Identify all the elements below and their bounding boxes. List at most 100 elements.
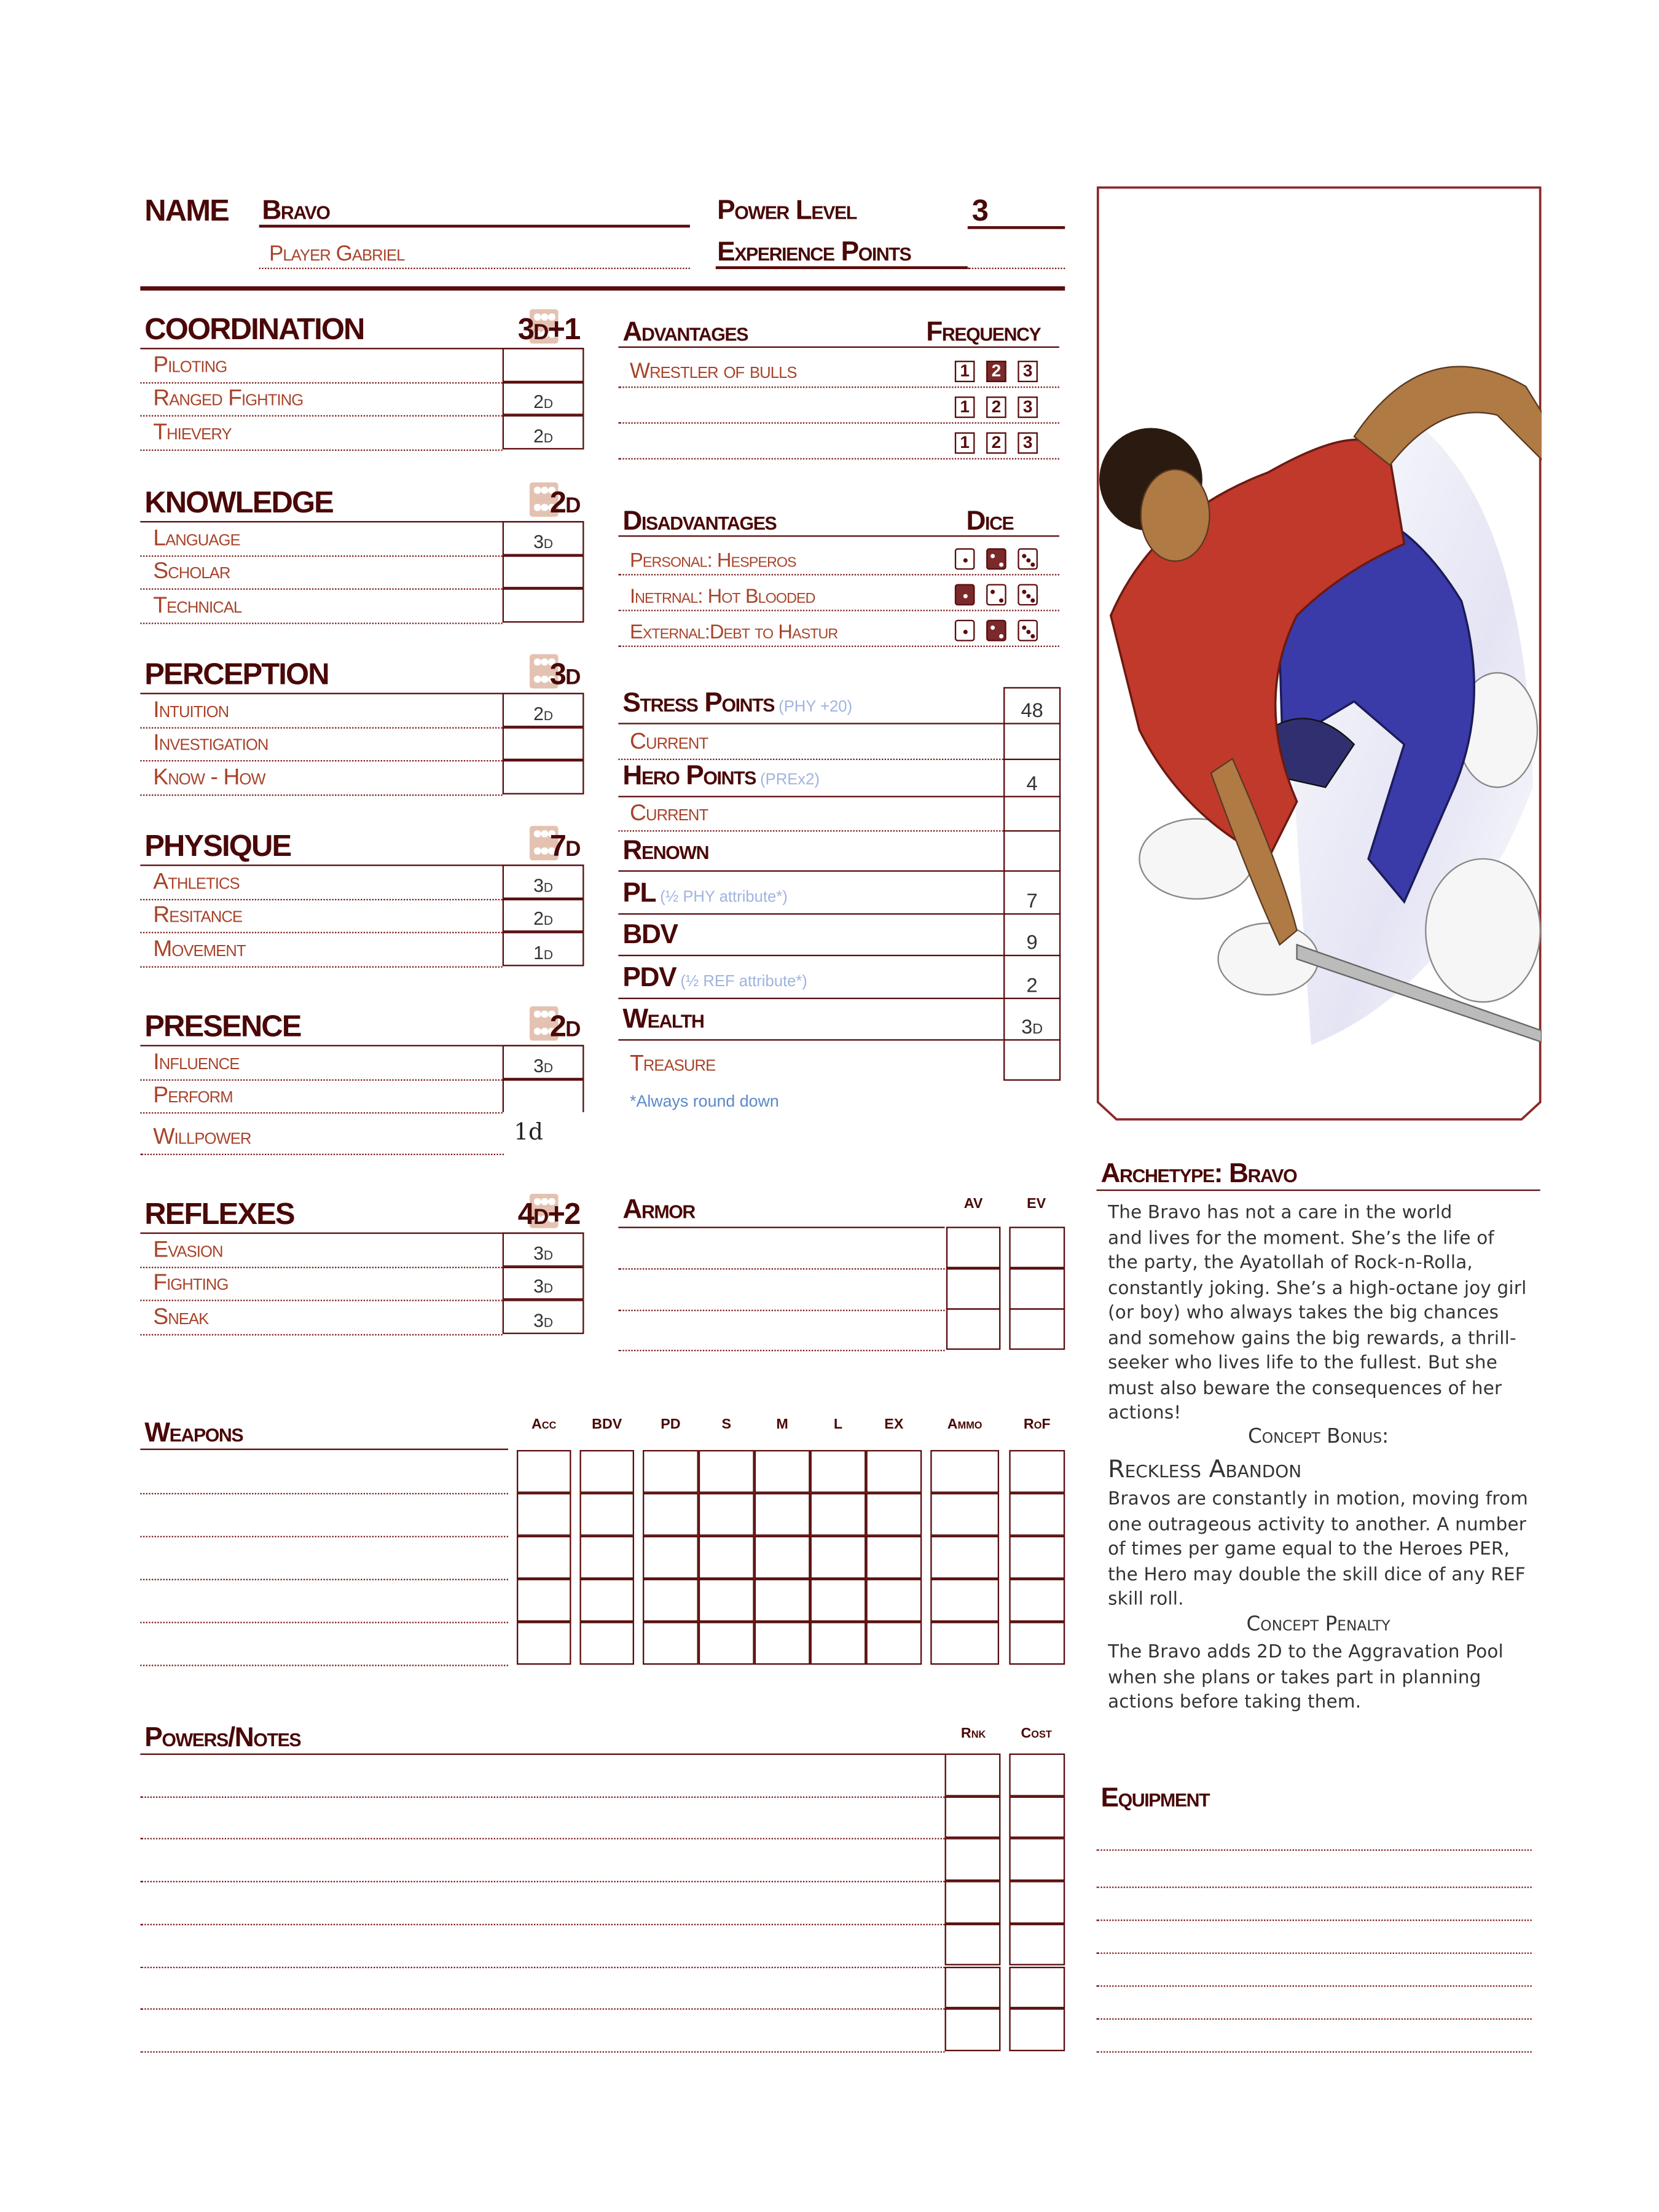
- power-cost-box[interactable]: [1009, 1795, 1065, 1839]
- weapon-cell[interactable]: [516, 1492, 571, 1536]
- weapon-cell[interactable]: [1009, 1492, 1065, 1536]
- character-name-field[interactable]: Bravo: [262, 196, 331, 227]
- equipment-entry-line[interactable]: [1096, 2018, 1532, 2020]
- attribute-dice-value[interactable]: 2d: [549, 487, 581, 520]
- armor-av-box[interactable]: [946, 1308, 1001, 1350]
- weapon-cell[interactable]: [754, 1579, 810, 1622]
- advantage-label[interactable]: Wrestler of bulls: [630, 359, 797, 384]
- frequency-checkbox-2[interactable]: 2: [986, 432, 1006, 454]
- stat-value[interactable]: 7: [1026, 888, 1038, 912]
- stat-value[interactable]: 9: [1026, 930, 1038, 954]
- frequency-checkbox-3[interactable]: 3: [1018, 361, 1038, 383]
- weapon-cell[interactable]: [579, 1622, 635, 1665]
- skill-value-box[interactable]: [502, 348, 584, 382]
- armor-ev-box[interactable]: [1009, 1268, 1065, 1310]
- die-face-3-icon[interactable]: [1018, 584, 1038, 606]
- weapon-cell[interactable]: [866, 1535, 922, 1579]
- skill-value-box[interactable]: [502, 726, 584, 761]
- power-cost-box[interactable]: [1009, 1966, 1065, 2009]
- power-rank-box[interactable]: [944, 1881, 1001, 1924]
- skill-value-box[interactable]: 2d: [502, 898, 584, 932]
- disadvantage-label[interactable]: Personal: Hesperos: [630, 548, 797, 571]
- power-cost-box[interactable]: [1009, 1881, 1065, 1924]
- armor-entry-line[interactable]: [618, 1309, 945, 1311]
- weapon-cell[interactable]: [698, 1492, 755, 1536]
- weapon-cell[interactable]: [866, 1492, 922, 1536]
- weapon-cell[interactable]: [1009, 1449, 1065, 1493]
- weapon-cell[interactable]: [930, 1449, 1000, 1493]
- weapon-cell[interactable]: [810, 1449, 866, 1493]
- power-rank-box[interactable]: [944, 1966, 1001, 2009]
- power-entry-line[interactable]: [140, 2051, 945, 2053]
- weapon-entry-line[interactable]: [140, 1579, 509, 1580]
- power-entry-line[interactable]: [140, 1838, 945, 1840]
- frequency-checkbox-1[interactable]: 1: [954, 396, 975, 418]
- skill-value-box[interactable]: [502, 760, 584, 794]
- skill-value-box[interactable]: 3d: [502, 865, 584, 898]
- power-rank-box[interactable]: [944, 1795, 1001, 1839]
- skill-value-box[interactable]: 2d: [502, 415, 584, 449]
- die-face-3-icon[interactable]: [1018, 619, 1038, 641]
- power-entry-line[interactable]: [140, 1966, 945, 1968]
- equipment-entry-line[interactable]: [1096, 1886, 1532, 1888]
- weapon-entry-line[interactable]: [140, 1622, 509, 1623]
- weapon-cell[interactable]: [866, 1449, 922, 1493]
- player-name-field[interactable]: Player Gabriel: [269, 241, 405, 267]
- equipment-entry-line[interactable]: [1096, 1952, 1532, 1954]
- frequency-checkbox-3[interactable]: 3: [1018, 432, 1038, 454]
- frequency-checkbox-1[interactable]: 1: [954, 432, 975, 454]
- armor-entry-line[interactable]: [618, 1349, 945, 1352]
- weapon-cell[interactable]: [930, 1492, 1000, 1536]
- armor-ev-box[interactable]: [1009, 1226, 1065, 1269]
- weapon-entry-line[interactable]: [140, 1535, 509, 1537]
- weapon-entry-line[interactable]: [140, 1492, 509, 1495]
- skill-value-box[interactable]: 2d: [502, 692, 584, 727]
- attribute-dice-value[interactable]: 7d: [549, 830, 581, 863]
- die-face-1-icon[interactable]: [954, 584, 975, 606]
- die-face-2-icon[interactable]: [986, 584, 1006, 606]
- stat-value[interactable]: 3d: [1021, 1014, 1043, 1038]
- stat-value[interactable]: 4: [1026, 771, 1038, 794]
- power-entry-line[interactable]: [140, 2008, 945, 2010]
- weapon-cell[interactable]: [930, 1535, 1000, 1579]
- frequency-checkbox-2[interactable]: 2: [986, 361, 1006, 383]
- attribute-dice-value[interactable]: 2d: [549, 1010, 581, 1044]
- weapon-cell[interactable]: [866, 1622, 922, 1665]
- power-entry-line[interactable]: [140, 1881, 945, 1883]
- skill-value-box[interactable]: [502, 588, 584, 622]
- skill-value-box[interactable]: 3d: [502, 1266, 584, 1300]
- power-rank-box[interactable]: [944, 1753, 1001, 1796]
- weapon-cell[interactable]: [642, 1492, 699, 1536]
- weapon-entry-line[interactable]: [140, 1665, 509, 1666]
- weapon-cell[interactable]: [810, 1492, 866, 1536]
- power-cost-box[interactable]: [1009, 2008, 1065, 2052]
- die-face-1-icon[interactable]: [954, 548, 975, 570]
- weapon-cell[interactable]: [754, 1622, 810, 1665]
- equipment-entry-line[interactable]: [1096, 1919, 1532, 1921]
- skill-value-box[interactable]: 3d: [502, 1232, 584, 1266]
- weapon-cell[interactable]: [754, 1492, 810, 1536]
- weapon-cell[interactable]: [698, 1622, 755, 1665]
- armor-av-box[interactable]: [946, 1226, 1001, 1269]
- weapon-cell[interactable]: [698, 1449, 755, 1493]
- armor-av-box[interactable]: [946, 1268, 1001, 1310]
- skill-value-box[interactable]: 2d: [502, 381, 584, 415]
- die-face-1-icon[interactable]: [954, 619, 975, 641]
- disadvantage-label[interactable]: Inetrnal: Hot Blooded: [630, 584, 815, 607]
- weapon-cell[interactable]: [754, 1449, 810, 1493]
- skill-value-box[interactable]: [502, 554, 584, 589]
- frequency-checkbox-1[interactable]: 1: [954, 361, 975, 383]
- weapon-cell[interactable]: [754, 1535, 810, 1579]
- skill-value-box[interactable]: 1d: [502, 931, 584, 966]
- power-entry-line[interactable]: [140, 1795, 945, 1798]
- attribute-dice-value[interactable]: 3d+1: [517, 313, 581, 347]
- weapon-cell[interactable]: [642, 1535, 699, 1579]
- experience-points-field[interactable]: [967, 267, 1065, 269]
- power-level-field[interactable]: 3: [971, 194, 989, 228]
- power-entry-line[interactable]: [140, 1923, 945, 1925]
- weapon-cell[interactable]: [810, 1622, 866, 1665]
- weapon-cell[interactable]: [642, 1449, 699, 1493]
- weapon-cell[interactable]: [579, 1492, 635, 1536]
- armor-ev-box[interactable]: [1009, 1308, 1065, 1350]
- weapon-cell[interactable]: [698, 1579, 755, 1622]
